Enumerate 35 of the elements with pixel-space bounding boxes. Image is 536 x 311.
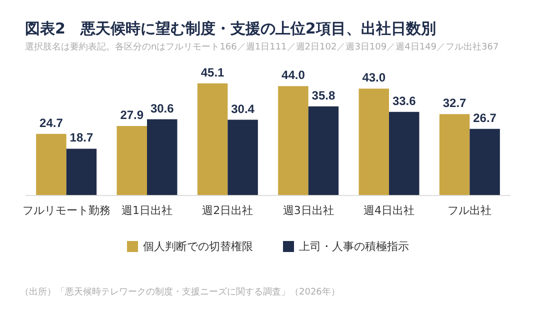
legend-label: 上司・人事の積極指示 — [299, 240, 409, 253]
data-label: 33.6 — [392, 94, 416, 108]
x-tick-label: フルリモート勤務 — [22, 204, 110, 217]
bar — [228, 120, 258, 195]
data-label: 35.8 — [312, 88, 336, 102]
bar — [358, 88, 389, 195]
x-tick-label: 週4日出社 — [364, 204, 414, 217]
bar — [116, 126, 147, 195]
bar — [470, 128, 500, 195]
bar — [197, 83, 228, 195]
chart-title: 図表2 悪天候時に望む制度・支援の上位2項目、出社日数別 — [25, 20, 436, 38]
bar — [278, 86, 308, 195]
chart-subtitle: 選択肢名は要約表記。各区分のnはフルリモート166／週1日111／週2日102／週3日109／週4日149／フル出社367 — [25, 42, 499, 52]
data-label: 44.0 — [282, 68, 306, 82]
data-label: 30.4 — [231, 102, 255, 116]
bar — [389, 112, 420, 195]
data-label: 26.7 — [473, 110, 497, 125]
x-tick-label: 週1日出社 — [122, 204, 172, 217]
data-label: 45.1 — [200, 65, 225, 80]
x-tick-label: 週3日出社 — [282, 204, 334, 217]
bar — [36, 134, 66, 195]
data-label: 18.7 — [70, 130, 94, 145]
bar — [308, 106, 339, 195]
data-label: 43.0 — [362, 70, 386, 85]
x-tick-label: フル出社 — [448, 204, 492, 217]
data-label: 24.7 — [40, 116, 64, 130]
bar — [66, 148, 97, 195]
data-label: 30.6 — [150, 101, 174, 116]
data-label: 32.7 — [442, 96, 467, 110]
bar — [147, 119, 178, 195]
bar — [439, 114, 470, 195]
legend-label: 個人判断での切替権限 — [143, 240, 253, 253]
x-tick-label: 週2日出社 — [202, 204, 254, 217]
data-label: 27.9 — [120, 108, 144, 122]
text: （出所）「悪天候時テレワークの制度・支援ニーズに関する調査」（2026年） — [20, 286, 340, 298]
